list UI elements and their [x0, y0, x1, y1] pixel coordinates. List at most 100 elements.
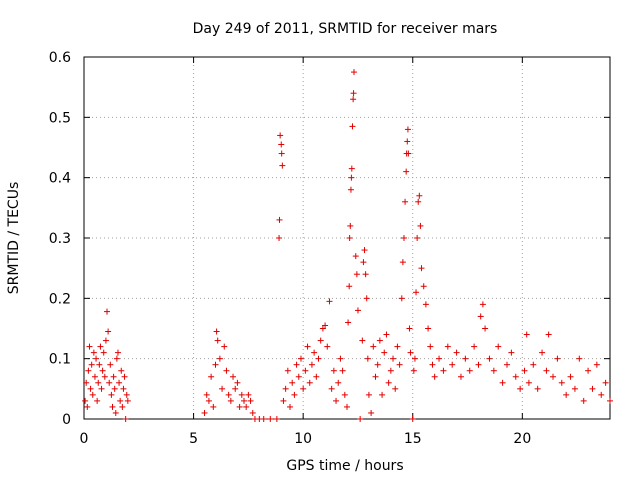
data-point	[363, 295, 370, 302]
data-point	[205, 397, 212, 404]
data-point	[119, 403, 126, 410]
data-point	[346, 235, 353, 241]
data-point	[108, 391, 115, 398]
data-point	[341, 391, 348, 398]
data-point	[350, 96, 357, 103]
data-point	[593, 361, 600, 368]
data-point	[410, 367, 417, 374]
data-point	[607, 397, 613, 404]
data-point	[291, 391, 298, 398]
data-point	[230, 373, 237, 380]
data-point	[89, 391, 96, 398]
data-point	[100, 349, 107, 356]
chart-title: Day 249 of 2011, SRMTID for receiver mar…	[193, 21, 498, 37]
data-point	[475, 361, 482, 368]
data-point	[243, 403, 250, 410]
data-point	[376, 337, 383, 344]
data-point	[402, 198, 409, 205]
data-point	[352, 253, 359, 260]
data-point	[406, 325, 413, 332]
data-point	[349, 123, 356, 130]
data-point	[486, 355, 493, 362]
data-point	[99, 367, 106, 374]
data-point	[247, 397, 254, 404]
data-point	[114, 349, 121, 356]
data-point	[523, 331, 530, 338]
data-point	[90, 349, 97, 356]
data-point	[280, 397, 287, 404]
data-point	[490, 367, 497, 374]
data-point	[457, 373, 464, 380]
data-point	[414, 235, 421, 241]
data-point	[425, 325, 432, 332]
data-point	[121, 373, 128, 380]
data-point	[530, 361, 537, 368]
data-point	[495, 343, 502, 350]
data-point	[213, 328, 220, 335]
data-point	[300, 385, 307, 392]
y-tick-label: 0.4	[49, 171, 71, 187]
data-point	[279, 162, 286, 169]
data-point	[225, 391, 232, 398]
data-point	[116, 379, 123, 386]
data-point	[444, 343, 451, 350]
data-point	[93, 355, 100, 362]
data-point	[396, 361, 403, 368]
data-point	[347, 186, 354, 193]
data-point	[333, 397, 340, 404]
data-point	[94, 397, 101, 404]
data-point	[479, 301, 486, 308]
data-point	[313, 373, 320, 380]
data-point	[284, 367, 291, 374]
data-point	[88, 361, 95, 368]
x-tick-label: 5	[189, 431, 198, 447]
data-point	[357, 416, 364, 422]
data-point	[203, 391, 210, 398]
data-point	[212, 361, 219, 368]
data-point	[330, 367, 337, 374]
data-point	[112, 409, 119, 416]
data-point	[602, 379, 609, 386]
data-point	[295, 373, 302, 380]
data-point	[534, 385, 541, 392]
data-point	[276, 235, 283, 241]
data-point	[405, 150, 412, 157]
data-point	[417, 222, 424, 229]
data-point	[83, 379, 90, 386]
data-point	[278, 150, 285, 157]
data-point	[319, 325, 326, 332]
data-point	[289, 379, 296, 386]
data-point	[418, 265, 425, 272]
data-point	[96, 361, 103, 368]
data-point	[539, 349, 546, 356]
data-point	[580, 397, 587, 404]
data-point	[337, 355, 344, 362]
data-point	[477, 313, 484, 320]
data-point	[106, 379, 113, 386]
data-point	[110, 373, 117, 380]
data-point	[245, 391, 252, 398]
data-point	[304, 343, 311, 350]
data-point	[120, 385, 127, 392]
y-axis-title: SRMTID / TECUs	[6, 182, 22, 295]
data-point	[404, 126, 411, 133]
data-point	[353, 271, 360, 278]
data-point	[324, 343, 331, 350]
data-point	[287, 403, 294, 410]
data-point	[317, 337, 324, 344]
data-point	[576, 355, 583, 362]
data-point	[346, 283, 353, 290]
data-point	[311, 349, 318, 356]
data-point	[118, 367, 125, 374]
data-point	[335, 379, 342, 386]
data-point	[306, 379, 313, 386]
data-point	[563, 391, 570, 398]
data-point	[543, 367, 550, 374]
data-point	[364, 355, 371, 362]
data-point	[97, 343, 104, 350]
data-point	[392, 385, 399, 392]
data-point	[390, 355, 397, 362]
data-point	[365, 391, 372, 398]
data-points	[82, 69, 613, 422]
data-point	[101, 373, 108, 380]
